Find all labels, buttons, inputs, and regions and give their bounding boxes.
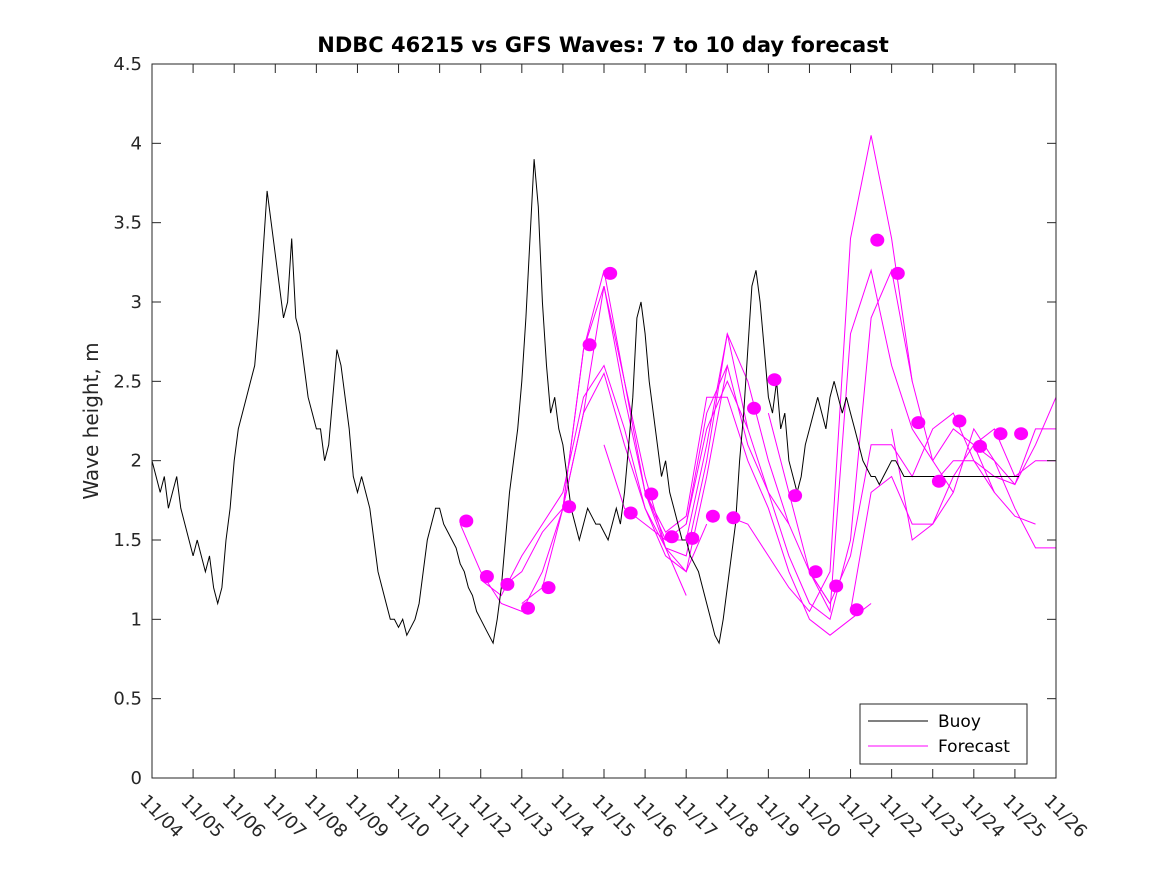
forecast-marker <box>993 427 1008 441</box>
series-layer <box>151 135 1057 645</box>
y-tick-labels: 0 0.5 1 1.5 2 2.5 3 3.5 4 4.5 <box>113 54 142 789</box>
forecast-marker <box>849 603 864 617</box>
forecast-marker <box>1014 427 1029 441</box>
y-tick-label: 3 <box>131 292 142 313</box>
y-axis-label: Wave height, m <box>79 342 103 499</box>
forecast-marker <box>705 509 720 523</box>
forecast-marker <box>808 565 823 579</box>
forecast-line-5 <box>603 363 831 604</box>
forecast-marker <box>747 401 761 415</box>
forecast-marker <box>767 373 782 387</box>
y-tick-label: 1 <box>131 609 142 630</box>
axis-ticks <box>151 63 1057 779</box>
forecast-marker <box>788 489 803 503</box>
forecast-marker <box>973 439 987 453</box>
forecast-marker <box>890 266 905 280</box>
forecast-marker <box>562 500 577 514</box>
forecast-marker <box>870 233 885 247</box>
y-tick-label: 0 <box>131 768 142 789</box>
forecast-line-9 <box>767 268 995 614</box>
forecast-line-2 <box>500 285 728 588</box>
forecast-marker <box>726 511 741 525</box>
legend-forecast-label: Forecast <box>938 737 1010 757</box>
y-tick-label: 4 <box>131 133 142 154</box>
chart-title: NDBC 46215 vs GFS Waves: 7 to 10 day for… <box>317 33 888 57</box>
y-tick-label: 4.5 <box>113 54 142 75</box>
legend-box <box>859 703 1028 765</box>
y-tick-label: 1.5 <box>113 530 142 551</box>
y-tick-label: 0.5 <box>113 689 142 710</box>
forecast-marker <box>911 416 926 430</box>
forecast-line-12 <box>891 427 1056 549</box>
y-tick-label: 2 <box>131 451 142 472</box>
forecast-markers <box>459 233 1029 617</box>
forecast-marker <box>521 601 535 615</box>
forecast-line-1 <box>480 364 708 597</box>
forecast-marker <box>582 338 597 352</box>
forecast-line-3 <box>521 270 749 604</box>
buoy-line <box>151 159 1019 645</box>
forecast-marker <box>644 487 659 501</box>
forecast-marker <box>541 581 556 595</box>
forecast-line-7 <box>685 268 913 621</box>
forecast-marker <box>664 530 679 544</box>
forecast-marker <box>459 514 474 528</box>
plot-area <box>152 64 1056 778</box>
forecast-marker <box>952 414 967 428</box>
forecast-line-10 <box>809 412 1036 605</box>
legend-buoy-label: Buoy <box>938 712 981 732</box>
y-tick-label: 3.5 <box>113 213 142 234</box>
y-tick-label: 2.5 <box>113 371 142 392</box>
forecast-marker <box>931 474 946 488</box>
forecast-marker <box>829 579 844 593</box>
forecast-line-6 <box>644 396 872 636</box>
forecast-marker <box>603 266 618 280</box>
forecast-marker <box>500 577 515 591</box>
legend: Buoy Forecast <box>859 703 1028 765</box>
forecast-marker <box>479 570 494 583</box>
forecast-marker <box>685 531 700 545</box>
forecast-marker <box>623 506 638 520</box>
